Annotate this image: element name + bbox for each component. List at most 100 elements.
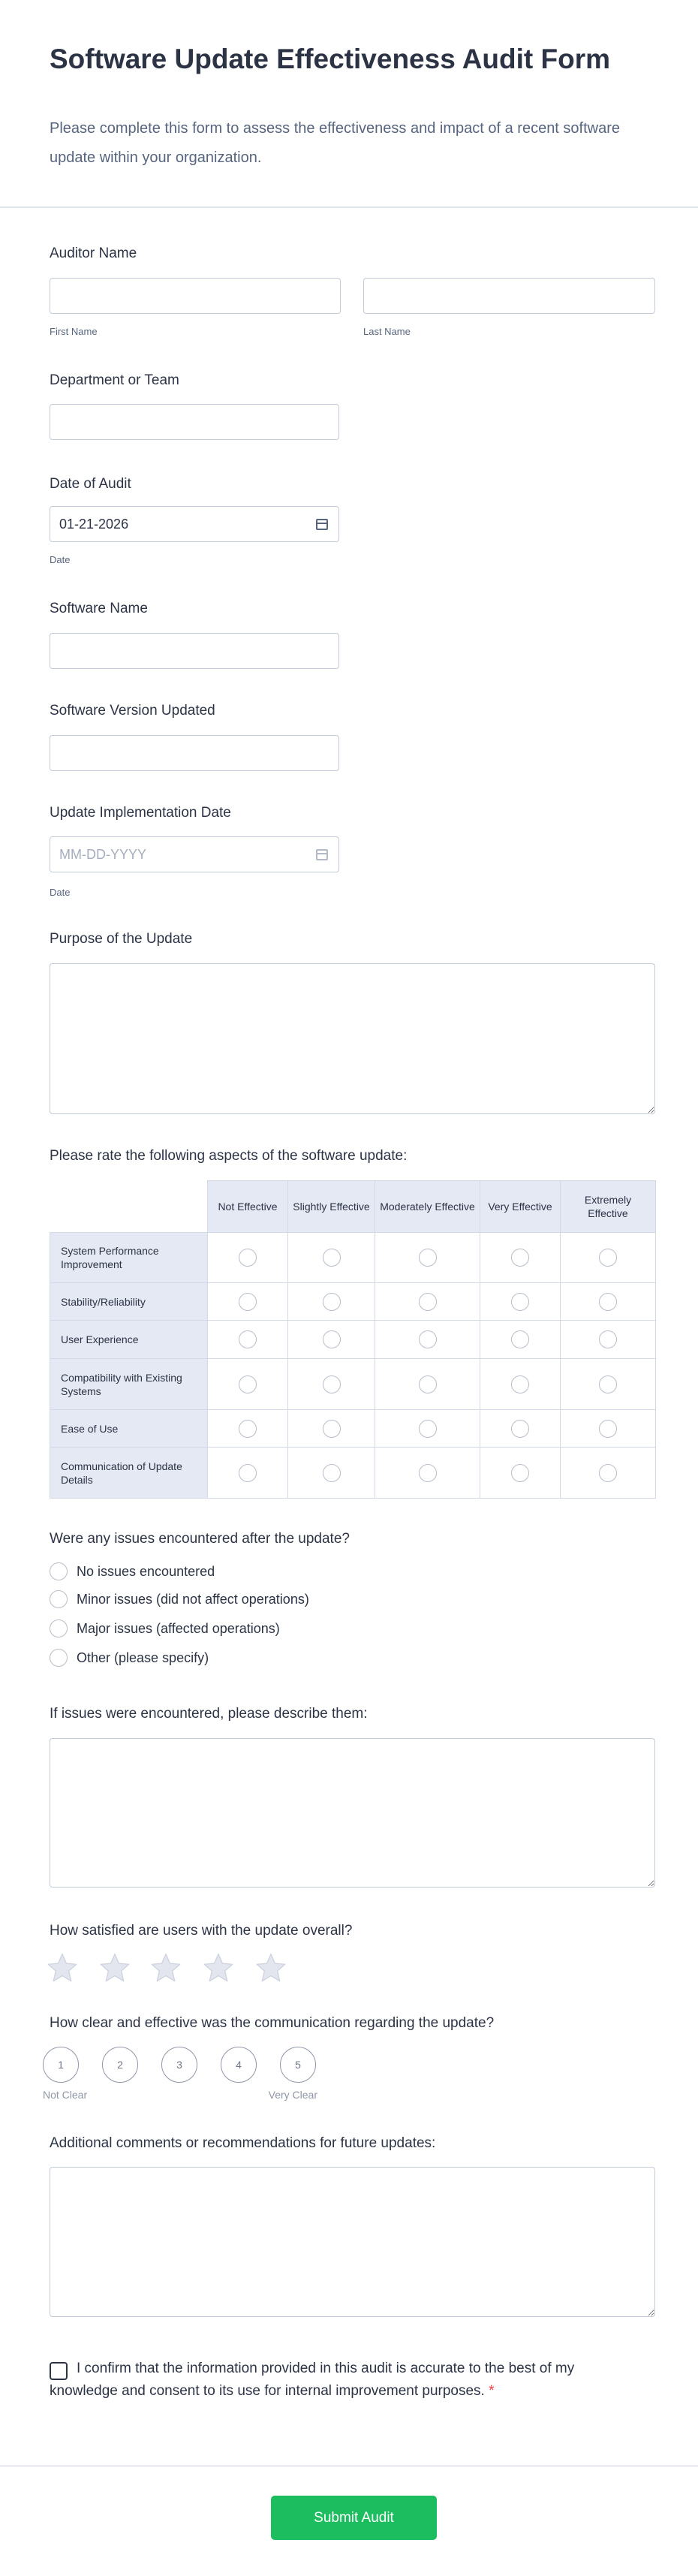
matrix-radio[interactable] bbox=[239, 1463, 257, 1482]
comments-textarea[interactable] bbox=[50, 2167, 655, 2317]
scale-max-label: Very Clear bbox=[268, 2089, 317, 2101]
submit-button[interactable]: Submit Audit bbox=[271, 2496, 437, 2540]
rating-matrix: Not Effective Slightly Effective Moderatel… bbox=[50, 1180, 656, 1499]
issues-radio[interactable] bbox=[50, 1590, 68, 1608]
matrix-radio[interactable] bbox=[322, 1463, 341, 1482]
last-name-input[interactable] bbox=[363, 278, 655, 314]
issues-option[interactable]: Major issues (affected operations) bbox=[50, 1619, 280, 1638]
scale-option-4[interactable]: 4 bbox=[221, 2047, 257, 2083]
matrix-row: Compatibility with Existing Systems bbox=[50, 1358, 656, 1410]
calendar-icon[interactable] bbox=[316, 849, 328, 860]
matrix-cell bbox=[207, 1358, 288, 1410]
scale-option-3[interactable]: 3 bbox=[161, 2047, 197, 2083]
issues-option-label: Major issues (affected operations) bbox=[77, 1620, 280, 1636]
scale-option-2[interactable]: 2 bbox=[102, 2047, 138, 2083]
matrix-radio[interactable] bbox=[239, 1375, 257, 1393]
issues-option-label: No issues encountered bbox=[77, 1563, 215, 1579]
star-icon[interactable] bbox=[150, 1952, 182, 1984]
matrix-radio[interactable] bbox=[599, 1330, 617, 1348]
implementation-date-input[interactable] bbox=[50, 836, 339, 872]
matrix-cell bbox=[560, 1409, 656, 1448]
matrix-column-header: Slightly Effective bbox=[287, 1180, 375, 1233]
matrix-radio[interactable] bbox=[239, 1419, 257, 1438]
matrix-row-label: Ease of Use bbox=[50, 1409, 208, 1448]
scale-option-5[interactable]: 5 bbox=[280, 2047, 316, 2083]
issues-option[interactable]: Minor issues (did not affect operations) bbox=[50, 1589, 309, 1609]
matrix-row: Ease of Use bbox=[50, 1409, 656, 1448]
matrix-cell bbox=[480, 1358, 561, 1410]
issues-radio[interactable] bbox=[50, 1562, 68, 1580]
issues-option[interactable]: No issues encountered bbox=[50, 1562, 215, 1581]
issues-radio[interactable] bbox=[50, 1649, 68, 1667]
matrix-radio[interactable] bbox=[511, 1249, 529, 1267]
software-version-label: Software Version Updated bbox=[50, 703, 215, 719]
star-icon[interactable] bbox=[203, 1952, 234, 1984]
form-title: Software Update Effectiveness Audit Form bbox=[50, 44, 610, 74]
issues-option[interactable]: Other (please specify) bbox=[50, 1648, 209, 1668]
matrix-cell bbox=[560, 1358, 656, 1410]
matrix-radio[interactable] bbox=[511, 1375, 529, 1393]
matrix-cell bbox=[287, 1358, 375, 1410]
matrix-row-label: System Performance Improvement bbox=[50, 1232, 208, 1283]
date-of-audit-input[interactable] bbox=[50, 506, 339, 542]
star-icon[interactable] bbox=[99, 1952, 131, 1984]
form-description: Please complete this form to assess the … bbox=[50, 120, 621, 166]
scale-min-label: Not Clear bbox=[43, 2089, 88, 2101]
scale-option-1[interactable]: 1 bbox=[43, 2047, 79, 2083]
matrix-radio[interactable] bbox=[599, 1463, 617, 1482]
matrix-radio[interactable] bbox=[239, 1249, 257, 1267]
matrix-row: User Experience bbox=[50, 1320, 656, 1359]
matrix-radio[interactable] bbox=[239, 1330, 257, 1348]
matrix-radio[interactable] bbox=[322, 1419, 341, 1438]
matrix-cell bbox=[207, 1232, 288, 1283]
department-input[interactable] bbox=[50, 404, 339, 440]
matrix-radio[interactable] bbox=[322, 1292, 341, 1311]
matrix-radio[interactable] bbox=[511, 1330, 529, 1348]
matrix-cell bbox=[375, 1358, 480, 1410]
matrix-column-header: Moderately Effective bbox=[375, 1180, 480, 1233]
matrix-radio[interactable] bbox=[599, 1249, 617, 1267]
matrix-cell bbox=[480, 1409, 561, 1448]
matrix-radio[interactable] bbox=[322, 1249, 341, 1267]
issues-option-label: Other (please specify) bbox=[77, 1650, 209, 1665]
matrix-radio[interactable] bbox=[511, 1419, 529, 1438]
matrix-cell bbox=[480, 1232, 561, 1283]
star-icon[interactable] bbox=[47, 1952, 78, 1984]
matrix-radio[interactable] bbox=[511, 1463, 529, 1482]
software-name-label: Software Name bbox=[50, 601, 148, 616]
issues-radio[interactable] bbox=[50, 1619, 68, 1637]
matrix-radio[interactable] bbox=[599, 1375, 617, 1393]
matrix-cell bbox=[287, 1447, 375, 1499]
purpose-textarea[interactable] bbox=[50, 963, 655, 1114]
first-name-input[interactable] bbox=[50, 278, 341, 314]
matrix-cell bbox=[560, 1447, 656, 1499]
matrix-radio[interactable] bbox=[418, 1249, 437, 1267]
software-version-input[interactable] bbox=[50, 735, 339, 771]
matrix-radio[interactable] bbox=[599, 1419, 617, 1438]
issues-label: Were any issues encountered after the up… bbox=[50, 1531, 350, 1547]
date-of-audit-label: Date of Audit bbox=[50, 476, 131, 492]
matrix-radio[interactable] bbox=[511, 1292, 529, 1311]
matrix-cell bbox=[375, 1232, 480, 1283]
software-name-input[interactable] bbox=[50, 633, 339, 669]
matrix-cell bbox=[375, 1409, 480, 1448]
matrix-row-label: User Experience bbox=[50, 1320, 208, 1359]
matrix-radio[interactable] bbox=[418, 1292, 437, 1311]
matrix-radio[interactable] bbox=[418, 1463, 437, 1482]
star-icon[interactable] bbox=[255, 1952, 287, 1984]
calendar-icon[interactable] bbox=[316, 519, 328, 530]
communication-label: How clear and effective was the communic… bbox=[50, 2015, 495, 2031]
matrix-radio[interactable] bbox=[239, 1292, 257, 1311]
matrix-radio[interactable] bbox=[418, 1330, 437, 1348]
matrix-radio[interactable] bbox=[322, 1330, 341, 1348]
confirmation-checkbox[interactable] bbox=[50, 2362, 68, 2380]
matrix-row-label: Compatibility with Existing Systems bbox=[50, 1358, 208, 1410]
matrix-cell bbox=[560, 1282, 656, 1321]
matrix-row: Communication of Update Details bbox=[50, 1447, 656, 1499]
matrix-radio[interactable] bbox=[599, 1292, 617, 1311]
matrix-radio[interactable] bbox=[418, 1419, 437, 1438]
implementation-date-sublabel: Date bbox=[50, 887, 71, 898]
matrix-radio[interactable] bbox=[418, 1375, 437, 1393]
issues-description-textarea[interactable] bbox=[50, 1738, 655, 1888]
matrix-radio[interactable] bbox=[322, 1375, 341, 1393]
